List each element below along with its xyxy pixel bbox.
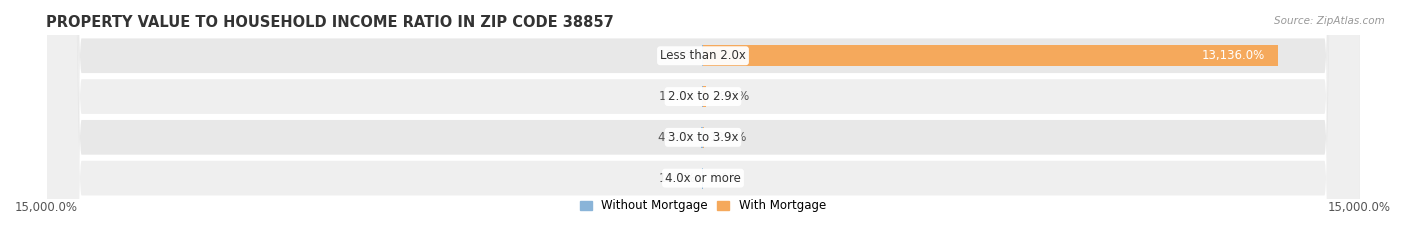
Text: 12.2%: 12.2%	[710, 131, 748, 144]
Text: 18.7%: 18.7%	[658, 172, 696, 185]
Text: 49.2%: 49.2%	[657, 131, 695, 144]
Text: 6.1%: 6.1%	[710, 172, 740, 185]
FancyBboxPatch shape	[46, 0, 1360, 234]
Text: 12.3%: 12.3%	[658, 90, 696, 103]
Text: 13,136.0%: 13,136.0%	[1202, 49, 1265, 62]
Text: Source: ZipAtlas.com: Source: ZipAtlas.com	[1274, 16, 1385, 26]
Text: PROPERTY VALUE TO HOUSEHOLD INCOME RATIO IN ZIP CODE 38857: PROPERTY VALUE TO HOUSEHOLD INCOME RATIO…	[46, 15, 614, 30]
FancyBboxPatch shape	[46, 0, 1360, 234]
Text: 3.0x to 3.9x: 3.0x to 3.9x	[668, 131, 738, 144]
FancyBboxPatch shape	[46, 0, 1360, 234]
Legend: Without Mortgage, With Mortgage: Without Mortgage, With Mortgage	[581, 199, 825, 212]
Bar	[703, 86, 706, 107]
Text: 68.7%: 68.7%	[713, 90, 749, 103]
Text: Less than 2.0x: Less than 2.0x	[659, 49, 747, 62]
Text: 2.0x to 2.9x: 2.0x to 2.9x	[668, 90, 738, 103]
Bar	[703, 45, 1278, 66]
Text: 4.0x or more: 4.0x or more	[665, 172, 741, 185]
Bar	[700, 127, 703, 148]
FancyBboxPatch shape	[46, 0, 1360, 234]
Text: 17.1%: 17.1%	[658, 49, 696, 62]
